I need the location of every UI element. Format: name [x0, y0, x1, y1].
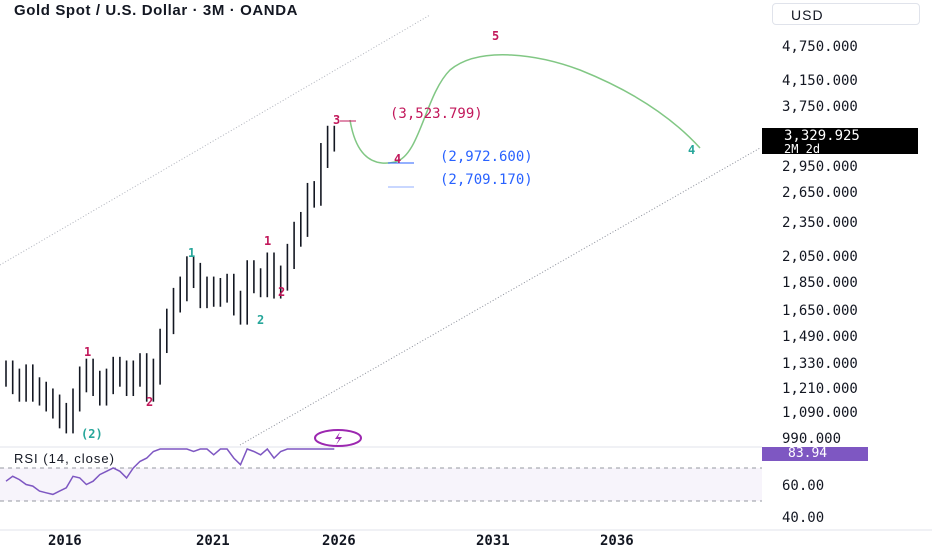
price-axis-label: 2,350.000 [782, 215, 858, 231]
rsi-polyline[interactable] [5, 447, 335, 496]
wave-label[interactable]: 3 [333, 113, 340, 127]
rsi-axis-label: 60.00 [782, 478, 824, 494]
wave-label[interactable]: 5 [492, 29, 499, 43]
wave-label[interactable]: 2 [278, 285, 285, 299]
price-axis-label: 3,750.000 [782, 99, 858, 115]
time-axis-label: 2016 [48, 533, 82, 549]
price-axis-label: 2,050.000 [782, 249, 858, 265]
channel-upper-line[interactable] [0, 14, 431, 266]
wave-label[interactable]: (2) [81, 427, 103, 441]
price-axis[interactable]: 4,750.000 4,150.000 3,750.000 2,950.000 2,65… [782, 39, 858, 447]
time-axis-label: 2036 [600, 533, 634, 549]
price-axis-label: 4,750.000 [782, 39, 858, 55]
price-axis-label: 1,210.000 [782, 381, 858, 397]
rsi-axis-label: 40.00 [782, 510, 824, 526]
price-axis-label: 2,650.000 [782, 185, 858, 201]
rsi-band [0, 468, 762, 501]
time-axis-label: 2031 [476, 533, 510, 549]
current-price-value: 3,329.925 [784, 128, 860, 144]
time-axis-label: 2026 [322, 533, 356, 549]
wave-label[interactable]: 2 [146, 395, 153, 409]
channel-lower-line[interactable] [239, 147, 761, 446]
bar-countdown: 2M 2d [784, 142, 821, 156]
wave-label[interactable]: 1 [264, 234, 271, 248]
price-axis-label: 1,330.000 [782, 356, 858, 372]
rsi-line[interactable] [5, 447, 335, 496]
lightning-icon[interactable] [314, 429, 362, 447]
wave-label[interactable]: 2 [257, 313, 264, 327]
rsi-value-tag: 83.94 [762, 447, 868, 461]
price-bars[interactable] [5, 125, 336, 434]
price-axis-label: 1,650.000 [782, 303, 858, 319]
price-axis-label: 990.000 [782, 431, 841, 447]
time-axis[interactable]: 2016 2021 2026 2031 2036 [48, 533, 634, 549]
price-axis-label: 2,950.000 [782, 159, 858, 175]
support-2-label[interactable]: (2,709.170) [440, 172, 533, 188]
price-axis-label: 1,850.000 [782, 275, 858, 291]
time-axis-label: 2021 [196, 533, 230, 549]
price-axis-label: 1,090.000 [782, 405, 858, 421]
wave-label[interactable]: 4 [394, 152, 401, 166]
price-axis-label: 4,150.000 [782, 73, 858, 89]
rsi-indicator-label[interactable]: RSI (14, close) [14, 451, 115, 466]
wave-label[interactable]: 1 [188, 246, 195, 260]
target-label[interactable]: (3,523.799) [390, 106, 483, 122]
current-price-tag: 3,329.925 2M 2d [762, 128, 918, 156]
support-1-label[interactable]: (2,972.600) [440, 149, 533, 165]
wave-label[interactable]: 1 [84, 345, 91, 359]
symbol-title[interactable]: Gold Spot / U.S. Dollar · 3M · OANDA [14, 2, 299, 19]
currency-selector[interactable]: USD [772, 3, 920, 25]
projection-curve[interactable] [349, 54, 701, 164]
price-axis-label: 1,490.000 [782, 329, 858, 345]
wave-label[interactable]: 4 [688, 143, 695, 157]
